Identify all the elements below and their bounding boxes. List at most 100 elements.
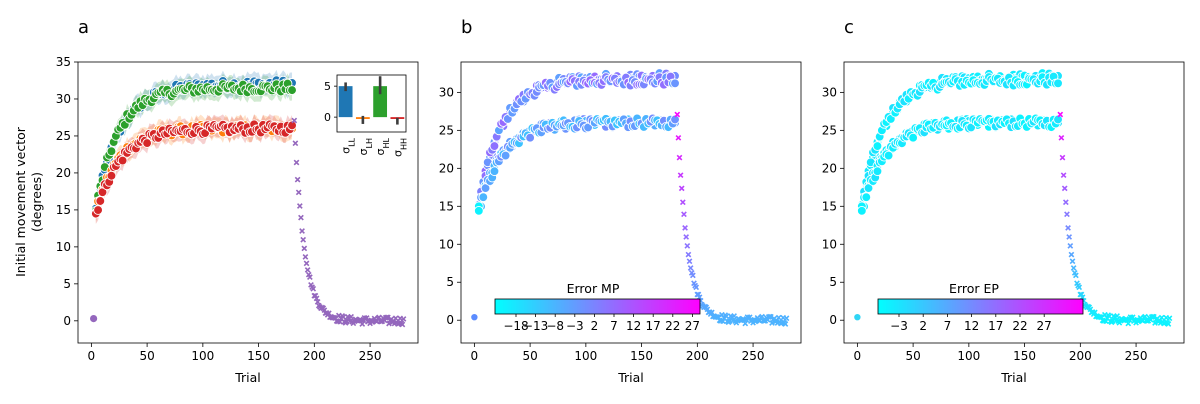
washout-point bbox=[1065, 225, 1071, 231]
data-point bbox=[1053, 114, 1063, 125]
inset-tick-base: σ bbox=[340, 147, 353, 154]
y-tick-label: 15 bbox=[56, 203, 71, 217]
washout-point bbox=[1166, 315, 1173, 322]
y-tick-label: 0 bbox=[63, 314, 71, 328]
colorbar-tick-label: −8 bbox=[546, 319, 564, 333]
data-point bbox=[908, 132, 918, 143]
early-trial-point bbox=[856, 206, 867, 216]
panel-b-colorbar: −18−13−8 −3 2 7 12 17 22 27 bbox=[494, 298, 701, 333]
x-tick-label: 250 bbox=[359, 349, 382, 363]
washout-point bbox=[1068, 251, 1075, 258]
washout-point bbox=[348, 313, 354, 320]
washout-point bbox=[1058, 134, 1065, 141]
colorbar-tick-label: 7 bbox=[610, 319, 618, 333]
washout-point bbox=[684, 243, 691, 249]
colorbar-gradient bbox=[877, 298, 1084, 315]
washout-point bbox=[1076, 284, 1083, 291]
colorbar-tick-label: 27 bbox=[685, 319, 700, 333]
x-tick-label: 50 bbox=[522, 349, 537, 363]
washout-point bbox=[1069, 258, 1076, 265]
inset-tick-sub: HH bbox=[399, 138, 408, 150]
x-tick-label: 200 bbox=[303, 349, 326, 363]
washout-point bbox=[325, 310, 332, 317]
washout-point bbox=[1066, 234, 1073, 240]
data-point bbox=[489, 166, 500, 177]
x-tick-label: 100 bbox=[191, 349, 214, 363]
washout-point bbox=[307, 274, 313, 281]
y-tick-label: 10 bbox=[822, 237, 837, 251]
x-tick-label: 150 bbox=[247, 349, 270, 363]
washout-point bbox=[783, 315, 790, 322]
washout-point bbox=[782, 321, 789, 327]
x-tick-label: 200 bbox=[686, 349, 709, 363]
x-tick-label: 100 bbox=[957, 349, 980, 363]
washout-point bbox=[681, 211, 687, 218]
x-tick-label: 50 bbox=[139, 349, 154, 363]
colorbar-tick-label: 12 bbox=[626, 319, 641, 333]
washout-point bbox=[1158, 314, 1165, 321]
x-tick-label: 200 bbox=[1069, 349, 1092, 363]
x-tick-label: 150 bbox=[630, 349, 653, 363]
data-point bbox=[489, 141, 500, 151]
y-tick-label: 15 bbox=[822, 199, 837, 213]
washout-point bbox=[314, 298, 321, 305]
data-point-HL bbox=[287, 85, 297, 95]
washout-point bbox=[683, 234, 690, 240]
panel-c-colorbar: −3 2 7 12 17 22 27 bbox=[877, 298, 1084, 333]
panel-b-frame bbox=[460, 61, 802, 344]
washout-point bbox=[1059, 154, 1066, 161]
colorbar-tick-label: 2 bbox=[919, 319, 927, 333]
washout-point bbox=[392, 315, 399, 322]
y-tick-label: 10 bbox=[56, 240, 71, 254]
washout-point bbox=[693, 284, 700, 291]
panel-b-plot-area bbox=[470, 68, 790, 327]
colorbar-tick-label: 27 bbox=[1037, 319, 1052, 333]
washout-point bbox=[1057, 111, 1064, 118]
washout-point bbox=[304, 267, 311, 273]
washout-point bbox=[1067, 243, 1074, 249]
data-point bbox=[478, 192, 489, 203]
y-tick-label: 0 bbox=[446, 313, 454, 327]
first-trial-point bbox=[470, 313, 479, 322]
colorbar-tick-label: −3 bbox=[566, 319, 584, 333]
data-point-HH bbox=[287, 120, 297, 131]
panel-b-ticks: 0 50 100 150 200 250 0 5 10 15 20 25 30 bbox=[439, 85, 765, 363]
y-tick-label: 15 bbox=[439, 199, 454, 213]
inset-x-tick-label: σHH bbox=[391, 138, 408, 157]
inset-x-tick-label: σLL bbox=[340, 137, 357, 153]
washout-point bbox=[298, 214, 304, 221]
washout-point bbox=[742, 320, 749, 327]
washout-point bbox=[399, 321, 406, 328]
panel-a-plot-area bbox=[89, 69, 407, 328]
y-tick-label: 30 bbox=[56, 92, 71, 106]
washout-point bbox=[690, 272, 696, 279]
washout-point bbox=[310, 285, 317, 292]
early-trial-point bbox=[473, 206, 484, 216]
washout-point bbox=[679, 199, 686, 206]
y-tick-label: 20 bbox=[822, 161, 837, 175]
washout-point bbox=[708, 309, 715, 316]
data-point bbox=[1053, 78, 1063, 89]
inset-tick-base: σ bbox=[357, 148, 370, 155]
washout-point bbox=[340, 314, 347, 320]
x-tick-label: 0 bbox=[88, 349, 96, 363]
inset-tick-sub: LH bbox=[364, 138, 373, 148]
inset-bar-σLL bbox=[338, 86, 353, 118]
y-tick-label: 25 bbox=[439, 123, 454, 137]
washout-point bbox=[731, 313, 737, 319]
y-tick-label: 5 bbox=[446, 275, 454, 289]
inset-y-tick-label: 0 bbox=[324, 111, 331, 124]
y-tick-label: 10 bbox=[439, 237, 454, 251]
y-tick-label: 0 bbox=[829, 313, 837, 327]
colorbar-tick-label: 7 bbox=[944, 319, 952, 333]
panel-letter-b: b bbox=[461, 17, 472, 38]
inset-x-tick-label: σLH bbox=[357, 138, 374, 155]
washout-point bbox=[400, 316, 407, 322]
panel-c-frame bbox=[843, 61, 1185, 344]
panel-a-frame bbox=[77, 61, 419, 344]
washout-point bbox=[1125, 320, 1132, 327]
x-tick-label: 0 bbox=[854, 349, 862, 363]
panel-b-colorbar-label: Error MP bbox=[567, 281, 620, 296]
